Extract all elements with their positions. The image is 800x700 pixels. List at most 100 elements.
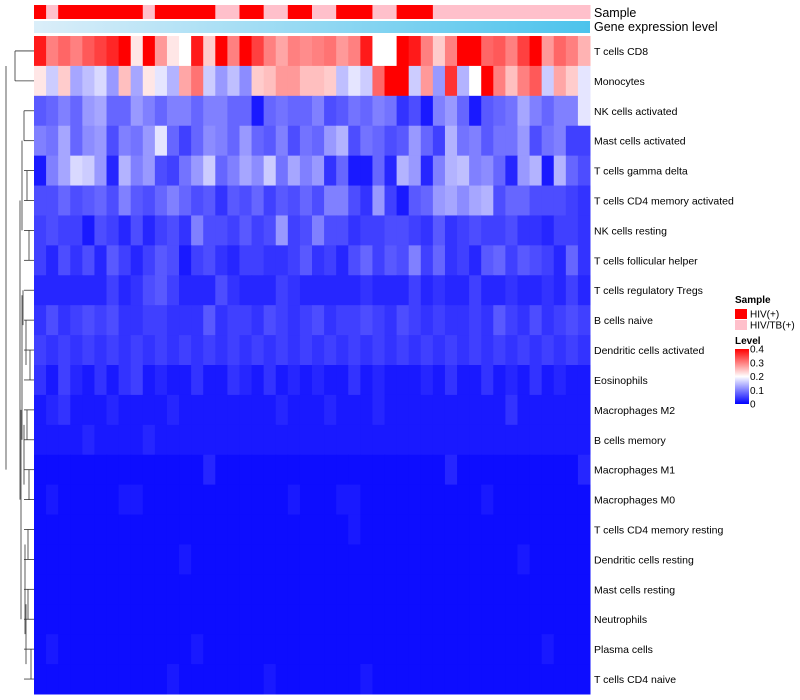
heatmap-cell [299, 245, 313, 276]
heatmap-cell [444, 484, 458, 516]
heatmap-cell [372, 65, 386, 97]
heatmap-cell [541, 125, 555, 157]
heatmap-cell [493, 604, 506, 635]
heatmap-cell [239, 95, 253, 127]
heatmap-cell [263, 664, 277, 695]
heatmap-cell [348, 335, 361, 366]
heatmap-cell [46, 245, 59, 276]
legend-swatch [735, 309, 747, 319]
heatmap-cell [420, 155, 434, 187]
heatmap-cell [142, 634, 156, 665]
heatmap-cell [505, 604, 518, 635]
heatmap-cell [154, 514, 168, 545]
sample-annotation-cell [505, 5, 518, 19]
heatmap-cell [493, 245, 506, 276]
heatmap-cell [287, 634, 301, 665]
heatmap-cell [505, 514, 518, 545]
heatmap-cell [70, 484, 83, 516]
heatmap-cell [251, 125, 265, 157]
heatmap-cell [191, 36, 204, 67]
heatmap-cell [312, 245, 325, 276]
heatmap-cell [408, 574, 422, 605]
sample-annotation-cell [251, 5, 265, 19]
legend-sample-title: Sample [735, 295, 771, 306]
heatmap-cell [348, 125, 361, 157]
heatmap-cell [287, 215, 301, 246]
heatmap-cell [179, 484, 192, 516]
heatmap-cell [142, 514, 156, 545]
heatmap-cell [348, 215, 361, 246]
heatmap-cell [372, 424, 386, 456]
heatmap-cell [215, 574, 228, 605]
sample-annotation-cell [565, 5, 579, 19]
heatmap-cell [360, 65, 373, 97]
heatmap-cell [239, 155, 253, 187]
heatmap-cell [420, 604, 434, 635]
heatmap-cell [565, 245, 579, 276]
heatmap-cell [251, 484, 265, 516]
row-label: B cells naive [594, 315, 653, 327]
heatmap-cell [70, 394, 83, 426]
heatmap-cell [444, 424, 458, 456]
heatmap-cell [191, 514, 204, 545]
heatmap-cell [360, 664, 373, 695]
sample-annotation-cell [82, 5, 95, 19]
heatmap-cell [166, 484, 180, 516]
row-label: Dendritic cells resting [594, 554, 694, 566]
heatmap-cell [154, 65, 168, 97]
heatmap-cell [324, 454, 337, 486]
heatmap-cell [577, 514, 591, 545]
heatmap-cell [263, 185, 277, 216]
heatmap-cell [384, 36, 398, 67]
heatmap-cell [118, 245, 132, 276]
heatmap-cell [154, 245, 168, 276]
heatmap-cell [58, 514, 71, 545]
heatmap-cell [299, 36, 313, 67]
heatmap-cell [275, 664, 289, 695]
heatmap-cell [215, 95, 228, 127]
heatmap-cell [517, 125, 531, 157]
heatmap-cell [227, 335, 240, 366]
row-label: Macrophages M2 [594, 405, 675, 417]
heatmap-cell [384, 95, 398, 127]
heatmap-cell [444, 604, 458, 635]
heatmap-cell [396, 125, 410, 157]
heatmap-cell [457, 36, 470, 67]
heatmap-cell [34, 36, 47, 67]
heatmap-cell [541, 36, 555, 67]
heatmap-cell [215, 604, 228, 635]
heatmap-cell [287, 365, 301, 396]
heatmap-cell [432, 454, 446, 486]
heatmap-cell [251, 454, 265, 486]
heatmap-cell [58, 365, 71, 396]
heatmap-cell [215, 245, 228, 276]
row-label: T cells CD4 memory resting [594, 525, 723, 537]
heatmap-cell [577, 454, 591, 486]
heatmap-cell [166, 424, 180, 456]
heatmap-cell [360, 454, 373, 486]
heatmap-cell [481, 125, 494, 157]
heatmap-cell [263, 65, 277, 97]
heatmap-cell [299, 65, 313, 97]
heatmap-cell [432, 245, 446, 276]
heatmap-cell [312, 424, 325, 456]
heatmap-cell [154, 544, 168, 575]
heatmap-cell [396, 305, 410, 336]
heatmap-cell [312, 185, 325, 216]
heatmap-cell [372, 454, 386, 486]
heatmap-cell [505, 65, 518, 97]
heatmap-cell [348, 95, 361, 127]
heatmap-cell [481, 245, 494, 276]
heatmap-cell [457, 394, 470, 426]
heatmap-cell [360, 604, 373, 635]
heatmap-cell [493, 275, 506, 306]
heatmap-cell [82, 305, 95, 336]
heatmap-cell [251, 215, 265, 246]
sample-annotation-cell [203, 5, 216, 19]
heatmap-cell [444, 514, 458, 545]
heatmap-cell [34, 454, 47, 486]
heatmap-cell [541, 335, 555, 366]
row-label: T cells regulatory Tregs [594, 285, 703, 297]
heatmap-cell [541, 155, 555, 187]
